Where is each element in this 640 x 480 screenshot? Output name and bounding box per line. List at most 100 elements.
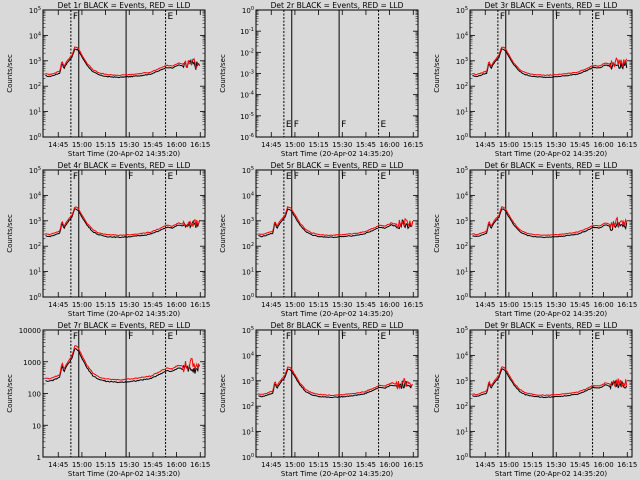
interval-marker-label: F — [341, 172, 346, 182]
detector-panel: Det 5r BLACK = Events, RED = LLD 100 101 10… — [219, 161, 423, 318]
y-axis-label: Counts/sec — [6, 374, 14, 413]
y-tick-label: 104 — [456, 351, 468, 360]
y-tick-label: 101 — [456, 268, 468, 277]
detector-panel: Det 2r BLACK = Events, RED = LLD 10-6 10-5… — [219, 1, 423, 158]
y-tick-label: 100 — [456, 453, 468, 462]
y-tick-label: 10-1 — [240, 27, 254, 36]
x-tick-label: 16:15 — [403, 301, 423, 309]
interval-marker-label: F — [500, 332, 505, 342]
x-tick-label: 15:45 — [570, 301, 590, 309]
x-tick-label: 14:45 — [261, 461, 281, 469]
y-axis-label: Counts/sec — [219, 374, 227, 413]
x-tick-label: 14:45 — [48, 461, 68, 469]
y-tick-label: 104 — [456, 31, 468, 40]
x-tick-label: 15:15 — [522, 141, 542, 149]
detector-panel: Det 9r BLACK = Events, RED = LLD 100 101 10… — [433, 321, 637, 478]
panel-title: Det 6r BLACK = Events, RED = LLD — [485, 161, 618, 170]
y-tick-label: 105 — [242, 166, 254, 175]
x-tick-label: 15:00 — [72, 301, 92, 309]
y-tick-label: 102 — [29, 242, 41, 251]
x-tick-label: 15:30 — [332, 141, 352, 149]
interval-marker-label: E — [381, 332, 387, 342]
x-tick-label: 15:45 — [570, 141, 590, 149]
y-tick-label: 103 — [242, 217, 254, 226]
x-tick-label: 15:15 — [522, 461, 542, 469]
y-tick-label: 100 — [29, 133, 41, 142]
interval-marker-label: F — [555, 172, 560, 182]
detector-panel: Det 4r BLACK = Events, RED = LLD 100 101 10… — [6, 161, 210, 318]
y-tick-label: 100 — [456, 133, 468, 142]
plot-frame — [255, 329, 419, 458]
interval-marker-label: F — [286, 332, 291, 342]
x-tick-label: 15:00 — [285, 141, 305, 149]
events-rate-line — [472, 368, 628, 399]
events-rate-line — [258, 208, 414, 239]
interval-marker-label: F — [294, 120, 299, 130]
x-tick-label: 16:00 — [380, 141, 400, 149]
interval-marker-label: E — [286, 172, 292, 182]
plot-frame — [42, 9, 206, 138]
y-tick-label: 105 — [242, 326, 254, 335]
x-axis-label: Start Time (20-Apr-02 14:35:20) — [68, 150, 180, 158]
x-tick-label: 16:15 — [190, 301, 210, 309]
interval-marker-label: E — [595, 332, 601, 342]
interval-marker-label: E — [381, 120, 387, 130]
y-axis-label: Counts/sec — [433, 214, 441, 253]
x-tick-label: 15:30 — [119, 141, 139, 149]
x-tick-label: 15:15 — [95, 461, 115, 469]
interval-marker-label: F — [555, 12, 560, 22]
x-tick-label: 15:30 — [119, 461, 139, 469]
x-tick-label: 16:15 — [403, 141, 423, 149]
interval-marker-label: E — [168, 332, 174, 342]
detector-panel: Det 8r BLACK = Events, RED = LLD 100 101 10… — [219, 321, 423, 478]
panel-title: Det 3r BLACK = Events, RED = LLD — [485, 1, 618, 10]
lld-rate-line — [45, 345, 201, 381]
x-tick-label: 16:00 — [380, 301, 400, 309]
y-tick-label: 102 — [456, 82, 468, 91]
lld-rate-line — [45, 206, 201, 237]
x-tick-label: 14:45 — [475, 461, 495, 469]
plot-frame — [42, 329, 206, 458]
x-tick-label: 14:45 — [48, 141, 68, 149]
y-tick-label: 10000 — [19, 327, 41, 335]
x-tick-label: 15:00 — [285, 461, 305, 469]
y-tick-label: 103 — [29, 217, 41, 226]
panel-title: Det 7r BLACK = Events, RED = LLD — [58, 321, 191, 330]
y-tick-label: 100 — [242, 453, 254, 462]
x-tick-label: 15:15 — [308, 301, 328, 309]
panel-title: Det 5r BLACK = Events, RED = LLD — [271, 161, 404, 170]
y-axis-label: Counts/sec — [433, 54, 441, 93]
interval-marker-label: F — [128, 172, 133, 182]
interval-marker-label: E — [286, 120, 292, 130]
x-tick-label: 15:00 — [499, 301, 519, 309]
x-tick-label: 15:30 — [546, 141, 566, 149]
detector-panel: Det 1r BLACK = Events, RED = LLD 100 101 10… — [6, 1, 210, 158]
lld-rate-line — [472, 366, 628, 397]
x-tick-label: 15:30 — [332, 461, 352, 469]
panel-title: Det 2r BLACK = Events, RED = LLD — [271, 1, 404, 10]
y-tick-label: 104 — [242, 351, 254, 360]
x-tick-label: 15:45 — [143, 141, 163, 149]
x-tick-label: 15:30 — [546, 301, 566, 309]
y-tick-label: 1000 — [23, 359, 41, 367]
x-axis-label: Start Time (20-Apr-02 14:35:20) — [68, 470, 180, 478]
x-axis-label: Start Time (20-Apr-02 14:35:20) — [495, 150, 607, 158]
panel-title: Det 4r BLACK = Events, RED = LLD — [58, 161, 191, 170]
detector-panel: Det 3r BLACK = Events, RED = LLD 100 101 10… — [433, 1, 637, 158]
interval-marker-label: F — [341, 120, 346, 130]
interval-marker-label: F — [73, 172, 78, 182]
x-axis-label: Start Time (20-Apr-02 14:35:20) — [281, 150, 393, 158]
x-tick-label: 15:30 — [546, 461, 566, 469]
x-tick-label: 15:45 — [143, 301, 163, 309]
y-tick-label: 10-2 — [240, 48, 254, 57]
events-rate-line — [45, 348, 201, 384]
y-tick-label: 101 — [242, 428, 254, 437]
y-tick-label: 105 — [456, 6, 468, 15]
lld-rate-line — [472, 206, 628, 236]
x-axis-label: Start Time (20-Apr-02 14:35:20) — [495, 470, 607, 478]
events-rate-line — [45, 48, 201, 79]
y-tick-label: 10-4 — [240, 91, 254, 100]
events-rate-line — [45, 208, 201, 239]
x-tick-label: 15:15 — [522, 301, 542, 309]
y-tick-label: 100 — [29, 293, 41, 302]
